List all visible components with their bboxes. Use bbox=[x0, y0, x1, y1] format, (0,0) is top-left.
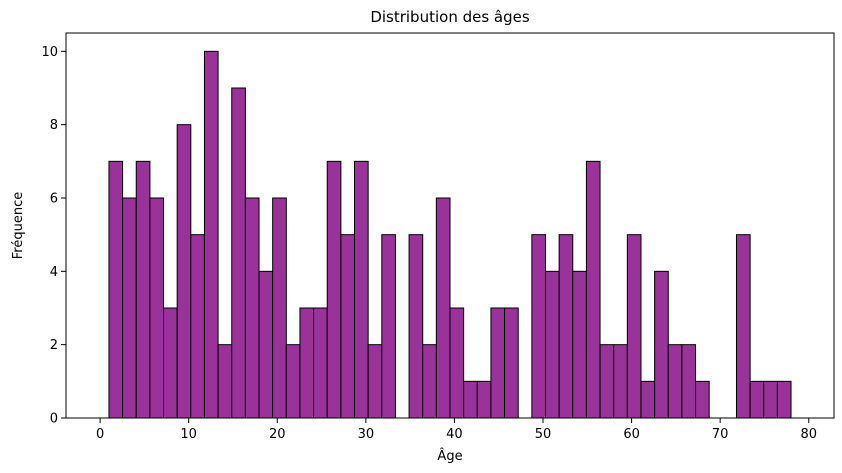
histogram-bar bbox=[422, 344, 437, 419]
y-tick-label: 8 bbox=[50, 118, 58, 133]
x-tick-label: 10 bbox=[180, 427, 197, 442]
histogram-bar bbox=[749, 380, 765, 419]
histogram-bar bbox=[504, 307, 519, 419]
histogram-bar bbox=[531, 234, 546, 419]
histogram-bar bbox=[776, 380, 792, 419]
x-tick-label: 40 bbox=[446, 427, 463, 442]
histogram-bar bbox=[367, 344, 383, 419]
x-tick-label: 30 bbox=[358, 427, 375, 442]
histogram-bar bbox=[640, 380, 656, 419]
histogram-bar bbox=[244, 197, 260, 419]
histogram-bar bbox=[203, 50, 219, 419]
histogram-bar bbox=[735, 234, 751, 419]
histogram-bar bbox=[217, 344, 233, 419]
histogram-bar bbox=[599, 344, 615, 419]
histogram-bar bbox=[490, 307, 506, 419]
x-tick-label: 20 bbox=[269, 427, 286, 442]
histogram-bar bbox=[163, 307, 178, 419]
y-axis-label: Fréquence bbox=[11, 192, 26, 259]
histogram-bar bbox=[435, 197, 451, 419]
x-axis-label: Âge bbox=[437, 448, 462, 464]
y-tick-label: 0 bbox=[50, 412, 58, 427]
histogram-bar bbox=[354, 160, 369, 419]
histogram-bar bbox=[381, 234, 396, 419]
histogram-bar bbox=[108, 160, 124, 419]
y-tick-label: 4 bbox=[50, 265, 58, 280]
histogram-bar bbox=[463, 380, 478, 419]
histogram-bar bbox=[585, 160, 601, 419]
histogram-bar bbox=[626, 234, 642, 419]
histogram-bar bbox=[408, 234, 424, 419]
y-tick-label: 6 bbox=[50, 192, 58, 207]
histogram-bar bbox=[231, 87, 246, 419]
x-axis: 0 10 20 30 40 50 60 70 80 bbox=[96, 418, 817, 442]
x-tick-label: 0 bbox=[96, 427, 104, 442]
histogram-bar bbox=[558, 234, 574, 419]
y-tick-label: 2 bbox=[50, 338, 58, 353]
x-tick-label: 60 bbox=[623, 427, 640, 442]
histogram-bar bbox=[613, 344, 628, 419]
histogram-bar bbox=[135, 160, 151, 419]
histogram-bar bbox=[258, 270, 274, 419]
histogram-bar bbox=[681, 344, 697, 419]
histogram-bar bbox=[476, 380, 492, 419]
histogram-bar bbox=[654, 270, 669, 419]
histogram-bar bbox=[122, 197, 137, 419]
histogram-bar bbox=[190, 234, 205, 419]
histogram-bar bbox=[667, 344, 683, 419]
histogram-bar bbox=[695, 380, 710, 419]
plot-frame bbox=[65, 32, 835, 419]
histogram-bar bbox=[544, 270, 560, 419]
histogram-bar bbox=[449, 307, 465, 419]
histogram-bar bbox=[326, 160, 342, 419]
histogram-bar bbox=[285, 344, 301, 419]
histogram-bar bbox=[340, 234, 356, 419]
y-axis: 0 2 4 6 8 10 bbox=[41, 45, 66, 427]
histogram-bar bbox=[299, 307, 315, 419]
x-tick-label: 80 bbox=[800, 427, 817, 442]
histogram-bar bbox=[763, 380, 778, 419]
histogram-bar bbox=[149, 197, 165, 419]
bars-group bbox=[108, 50, 792, 419]
chart-title: Distribution des âges bbox=[370, 8, 530, 26]
histogram-bar bbox=[313, 307, 328, 419]
histogram-bar bbox=[272, 197, 287, 419]
histogram-bar bbox=[176, 124, 192, 419]
x-tick-label: 50 bbox=[535, 427, 552, 442]
y-tick-label: 10 bbox=[41, 45, 58, 60]
histogram-bar bbox=[572, 270, 587, 419]
x-tick-label: 70 bbox=[712, 427, 729, 442]
